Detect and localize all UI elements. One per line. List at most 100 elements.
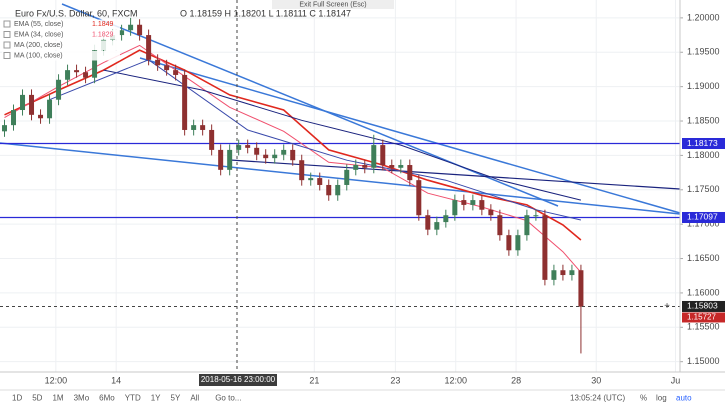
legend-value: 1.1849 [92, 21, 114, 28]
candle-body [2, 125, 8, 132]
y-tick-label: 1.20000 [687, 12, 720, 22]
candle-body [371, 145, 377, 168]
candle-body [227, 149, 233, 170]
sub-price-label: 1.15727 [687, 313, 716, 322]
log-button[interactable]: log [656, 394, 667, 403]
candle-body [119, 30, 125, 36]
candle-body [146, 35, 152, 60]
level-label-bg [682, 138, 725, 150]
legend-bg [2, 30, 120, 40]
x-tick-label: 14 [111, 375, 121, 385]
candle-body [461, 200, 467, 205]
auto-button[interactable]: auto [676, 394, 692, 403]
exit-button[interactable]: Exit Full Screen (Esc) [299, 1, 366, 8]
candle-body [164, 65, 170, 71]
candle-body [317, 178, 323, 185]
legend-eye[interactable] [3, 31, 11, 38]
trend-line [61, 3, 559, 207]
trend-line [229, 159, 681, 190]
range-button[interactable]: YTD [125, 394, 141, 403]
candle-body [209, 129, 215, 150]
candle-body [434, 222, 440, 230]
candle-body [137, 24, 143, 36]
legend-name: MA (100, close) [14, 52, 63, 59]
range-button[interactable]: 1D [12, 394, 22, 403]
plus-icon[interactable]: + [664, 301, 670, 312]
y-tick-label: 1.18500 [687, 115, 720, 125]
y-tick-label: 1.18000 [687, 150, 720, 160]
candle-body [254, 147, 260, 155]
range-button[interactable]: 5D [32, 394, 42, 403]
legend-eye[interactable] [3, 20, 11, 28]
x-tick-label: 21 [309, 375, 319, 385]
candle-body [218, 149, 224, 170]
clock: 13:05:24 (UTC) [570, 394, 625, 403]
range-button[interactable]: 5Y [171, 394, 181, 403]
candle-body [47, 99, 53, 119]
candle-body [470, 200, 476, 205]
candle-body [56, 79, 62, 100]
candle-body [452, 200, 458, 216]
candle-body [389, 165, 395, 168]
candle-body [362, 165, 368, 168]
y-tick-label: 1.16500 [687, 253, 720, 263]
overlay: 1.15000 1.15500 1.16000 1.16500 1.17000 1.175… [0, 0, 725, 386]
indicator-line [4, 49, 582, 241]
candle-body [245, 145, 251, 148]
trend-line [0, 142, 681, 215]
x-tick-label: 30 [591, 375, 601, 385]
level-label-bg [682, 211, 725, 223]
candle-body [515, 235, 521, 251]
candle-body [200, 125, 206, 130]
last-price-bg [682, 300, 725, 312]
candle-body [29, 94, 35, 115]
exit-button-bg[interactable] [272, 0, 394, 9]
legend-name: EMA (55, close) [14, 21, 63, 28]
goto-button[interactable]: Go to... [215, 394, 241, 403]
candle-body [416, 180, 422, 216]
y-tick-label: 1.16000 [687, 287, 720, 297]
candle-body [128, 24, 134, 31]
range-button[interactable]: 6Mo [99, 394, 115, 403]
ohlc-legend: O 1.18159 H 1.18201 L 1.18111 C 1.18147 [180, 8, 351, 18]
range-button[interactable]: 1Y [151, 394, 161, 403]
x-tick-label: 12:00 [444, 375, 467, 385]
candle-body [335, 184, 341, 196]
drawings [0, 3, 681, 215]
candle-body [578, 270, 584, 307]
candle-body [38, 114, 44, 119]
y-tick-label: 1.19500 [687, 47, 720, 57]
y-tick-label: 1.17500 [687, 184, 720, 194]
last-price-label: 1.15803 [687, 301, 718, 311]
candle-body [299, 160, 305, 181]
range-button[interactable]: 3Mo [74, 394, 90, 403]
legend-eye[interactable] [3, 52, 11, 59]
legend-bg [2, 19, 120, 29]
legend-name: MA (200, close) [14, 42, 63, 49]
candle-body [308, 178, 314, 181]
range-button[interactable]: 1M [52, 394, 63, 403]
candle-body [236, 145, 242, 150]
range-button[interactable]: All [190, 394, 199, 403]
candle-body [407, 165, 413, 181]
candle-body [263, 154, 269, 159]
candle-body [92, 50, 98, 78]
candle-body [533, 215, 539, 217]
candle-body [380, 145, 386, 166]
candle-body [281, 149, 287, 155]
candle-body [173, 70, 179, 75]
candle-body [155, 59, 161, 66]
candle-body [326, 184, 332, 196]
candle-body [479, 200, 485, 210]
trend-line [139, 57, 681, 214]
legend-eye[interactable] [3, 41, 11, 49]
legend-bg [2, 40, 120, 50]
legend-name: EMA (34, close) [14, 31, 63, 38]
percent-button[interactable]: % [640, 394, 647, 403]
candle-body [443, 215, 449, 223]
candle-body [353, 165, 359, 170]
level-label: 1.17097 [687, 212, 718, 222]
candle-body [20, 94, 26, 111]
candle-body [551, 270, 557, 280]
